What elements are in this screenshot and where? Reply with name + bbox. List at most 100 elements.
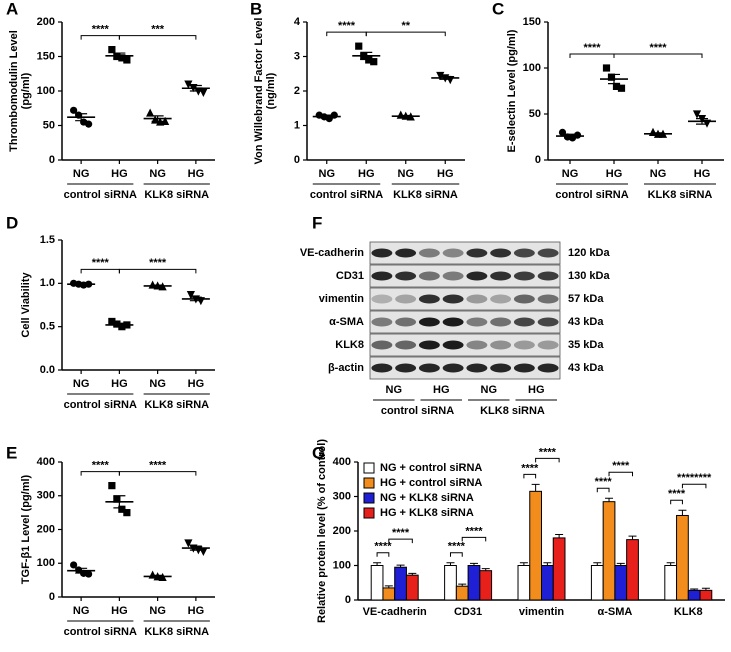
error-bar bbox=[320, 114, 333, 119]
protein-label: VE-cadherin bbox=[300, 247, 364, 259]
significance-label: *** bbox=[151, 24, 165, 36]
error-bar bbox=[399, 114, 412, 118]
significance-bracket bbox=[388, 538, 413, 544]
error-bar bbox=[481, 568, 490, 571]
y-tick-label: 1 bbox=[294, 119, 300, 131]
blot-band bbox=[371, 363, 393, 373]
significance-bracket bbox=[461, 536, 487, 542]
point bbox=[617, 84, 626, 92]
panel-letter: F bbox=[312, 213, 322, 232]
protein-label: β-actin bbox=[328, 362, 364, 374]
blot-band bbox=[490, 271, 512, 281]
error-bar bbox=[151, 284, 164, 288]
blot-band bbox=[395, 294, 417, 304]
blot-band bbox=[371, 294, 393, 304]
error-bar bbox=[446, 562, 455, 566]
error-bar bbox=[189, 545, 202, 551]
y-tick-label: 0 bbox=[345, 594, 351, 606]
significance-bracket bbox=[523, 473, 537, 479]
error-bar bbox=[458, 583, 467, 587]
y-axis-label: Von Willebrand Factor Level bbox=[253, 17, 265, 164]
y-tick-label: 300 bbox=[333, 490, 351, 502]
error-bar bbox=[469, 562, 478, 566]
blot-band bbox=[418, 271, 440, 281]
y-tick-label: 2 bbox=[294, 85, 300, 97]
y-tick-label: 0 bbox=[294, 154, 300, 166]
significance-label: **** bbox=[338, 20, 356, 32]
bar bbox=[614, 565, 628, 601]
blot-band bbox=[537, 340, 559, 350]
point bbox=[118, 505, 126, 513]
bar bbox=[479, 570, 493, 601]
error-bar bbox=[690, 588, 699, 591]
x-tick-label: VE-cadherin bbox=[363, 606, 427, 618]
protein-label: CD31 bbox=[336, 270, 364, 282]
blot-band bbox=[490, 317, 512, 327]
x-tick-label: CD31 bbox=[454, 606, 482, 618]
error-bar bbox=[628, 535, 637, 540]
error-bar bbox=[564, 133, 576, 139]
point bbox=[108, 482, 116, 490]
y-tick-label: 100 bbox=[37, 85, 55, 97]
error-bar bbox=[696, 118, 708, 125]
group-label: KLK8 siRNA bbox=[144, 626, 209, 638]
size-label: 43 kDa bbox=[568, 316, 604, 328]
point bbox=[118, 54, 126, 62]
x-tick-label: HG bbox=[437, 168, 454, 180]
x-tick-label: α-SMA bbox=[597, 606, 632, 618]
point bbox=[85, 570, 93, 578]
significance-label: **** bbox=[612, 460, 630, 472]
panel-letter: D bbox=[6, 213, 18, 232]
y-tick-label: 100 bbox=[523, 62, 541, 74]
legend-swatch bbox=[363, 492, 375, 504]
significance-bracket bbox=[535, 457, 560, 463]
blot-band bbox=[418, 248, 440, 258]
legend-swatch bbox=[363, 477, 375, 489]
group-label: KLK8 siRNA bbox=[393, 189, 458, 201]
x-tick-label: vimentin bbox=[519, 606, 565, 618]
error-bar bbox=[75, 282, 88, 286]
blot-band bbox=[466, 340, 488, 350]
y-tick-label: 200 bbox=[37, 16, 55, 28]
x-tick-label: HG bbox=[188, 378, 205, 390]
blot-band bbox=[442, 363, 464, 373]
significance-bracket bbox=[613, 53, 703, 58]
significance-bracket bbox=[80, 471, 120, 476]
bar bbox=[517, 565, 531, 601]
y-axis-label: E-selectin Level (pg/ml) bbox=[506, 29, 518, 152]
blot-band bbox=[537, 363, 559, 373]
blot-band bbox=[513, 271, 535, 281]
y-tick-label: 1.5 bbox=[40, 234, 55, 246]
blot-band bbox=[371, 340, 393, 350]
blot-band bbox=[395, 317, 417, 327]
y-axis-label: (pg/ml) bbox=[20, 72, 32, 109]
blot-band bbox=[371, 317, 393, 327]
group-label: control siRNA bbox=[555, 189, 628, 201]
blot-band bbox=[395, 271, 417, 281]
y-tick-label: 0 bbox=[535, 154, 541, 166]
significance-bracket bbox=[326, 31, 367, 37]
significance-bracket bbox=[365, 31, 446, 37]
point bbox=[113, 495, 121, 503]
blot-band bbox=[466, 317, 488, 327]
x-tick-label: KLK8 bbox=[674, 606, 703, 618]
error-bar bbox=[189, 296, 202, 302]
x-tick-label: HG bbox=[111, 605, 128, 617]
error-bar bbox=[608, 73, 620, 85]
condition-label: HG bbox=[433, 384, 450, 396]
blot-band bbox=[490, 248, 512, 258]
blot-band bbox=[537, 294, 559, 304]
group-label: control siRNA bbox=[64, 189, 137, 201]
blot-strip bbox=[369, 356, 561, 380]
blot-band bbox=[537, 248, 559, 258]
y-tick-label: 150 bbox=[37, 50, 55, 62]
y-tick-label: 300 bbox=[37, 490, 55, 502]
x-tick-label: NG bbox=[149, 168, 166, 180]
group-label: KLK8 siRNA bbox=[480, 405, 545, 417]
significance-label: **** bbox=[92, 460, 110, 472]
point bbox=[108, 46, 116, 54]
y-tick-label: 0.5 bbox=[40, 321, 55, 333]
error-bar bbox=[555, 533, 564, 538]
error-bar bbox=[189, 84, 202, 92]
